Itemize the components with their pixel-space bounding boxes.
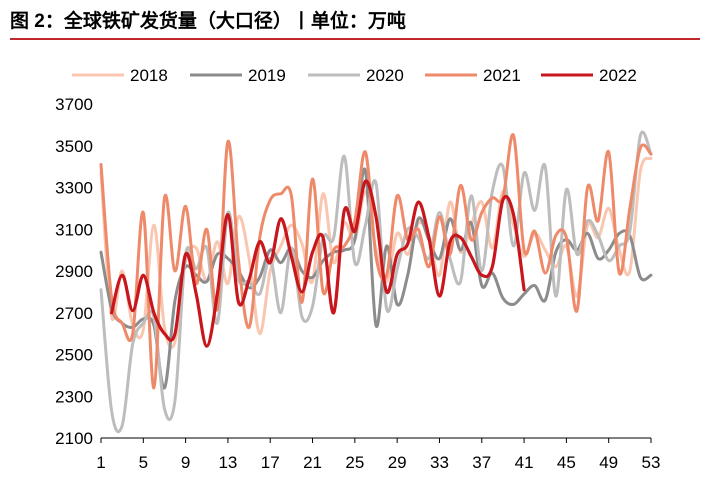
x-tick-label: 49 [599,453,618,472]
series-line-2021 [99,133,653,390]
x-tick-label: 17 [261,453,280,472]
y-tick-label: 2500 [55,346,93,365]
y-tick-label: 3300 [55,179,93,198]
series-line-2020 [99,130,653,434]
y-tick-label: 3700 [55,95,93,114]
chart-title: 图 2：全球铁矿发货量（大口径）丨单位：万吨 [10,11,406,32]
x-tick-label: 5 [139,453,148,472]
y-tick-label: 3500 [55,137,93,156]
legend-label-2021: 2021 [483,66,521,85]
x-tick-label: 21 [303,453,322,472]
y-tick-label: 2300 [55,387,93,406]
x-tick-label: 41 [515,453,534,472]
legend-label-2020: 2020 [366,66,404,85]
x-tick-label: 1 [96,453,105,472]
title-rule [10,38,700,40]
y-tick-label: 2900 [55,262,93,281]
x-tick-label: 13 [218,453,237,472]
x-tick-label: 9 [181,453,190,472]
x-tick-label: 37 [472,453,491,472]
legend-label-2019: 2019 [248,66,286,85]
x-tick-label: 25 [345,453,364,472]
x-tick-label: 45 [557,453,576,472]
y-tick-label: 2100 [55,429,93,448]
y-tick-label: 2700 [55,304,93,323]
axes: 2100 2300 2500 2700 2900 3100 3300 3500 3700 1 5 9 1… [55,95,660,472]
legend-label-2022: 2022 [599,66,637,85]
series-group [99,130,653,434]
x-tick-label: 33 [430,453,449,472]
y-tick-label: 3100 [55,220,93,239]
x-tick-label: 29 [388,453,407,472]
series-line-2022 [110,179,526,348]
legend-label-2018: 2018 [130,66,168,85]
legend: 2018 2019 2020 2021 2022 [72,66,637,85]
x-tick-label: 53 [642,453,661,472]
